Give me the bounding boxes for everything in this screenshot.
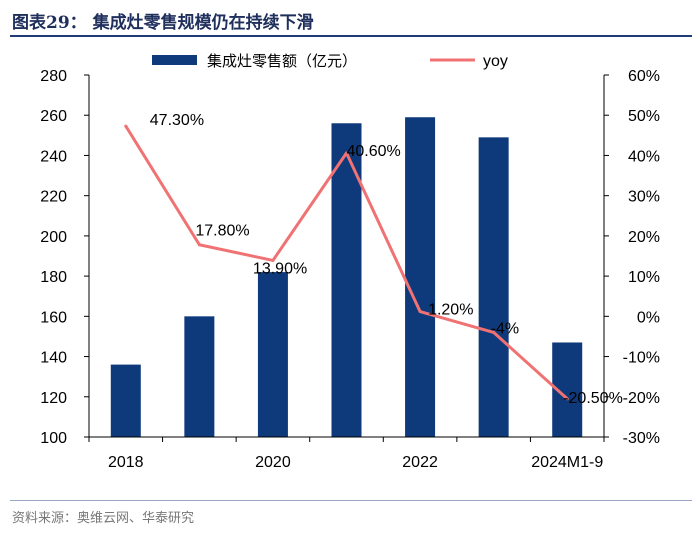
left-tick-label: 220 xyxy=(40,189,67,206)
left-tick-label: 260 xyxy=(40,108,67,125)
bar-2018 xyxy=(110,364,141,437)
yoy-point xyxy=(124,124,128,128)
left-tick-label: 180 xyxy=(40,269,67,286)
right-tick-label: 60% xyxy=(628,68,660,85)
left-tick-label: 100 xyxy=(40,430,67,447)
right-tick-label: 10% xyxy=(628,269,660,286)
left-tick-label: 200 xyxy=(40,229,67,246)
source-divider xyxy=(10,500,692,501)
yoy-point xyxy=(345,151,348,155)
left-tick-label: 240 xyxy=(40,148,67,165)
x-tick-label: 2024M1-9 xyxy=(531,454,603,471)
figure-title: 图表29： 集成灶零售规模仍在持续下滑 xyxy=(12,13,314,33)
yoy-point xyxy=(271,258,275,262)
yoy-data-label: 40.60% xyxy=(347,143,401,160)
right-tick-label: 0% xyxy=(637,309,660,326)
yoy-data-label: 1.20% xyxy=(428,302,473,319)
right-tick-label: 20% xyxy=(628,229,660,246)
left-tick-label: 140 xyxy=(40,350,67,367)
title-divider xyxy=(10,35,692,37)
x-tick-label: 2020 xyxy=(255,454,291,471)
right-tick-label: -30% xyxy=(623,430,660,447)
bar-2020 xyxy=(257,272,288,437)
x-tick-label: 2018 xyxy=(108,454,144,471)
left-tick-label: 280 xyxy=(40,68,67,85)
left-tick-label: 120 xyxy=(40,390,67,407)
yoy-point xyxy=(565,397,569,401)
yoy-data-label: -20.50% xyxy=(563,390,623,407)
x-tick-label: 2022 xyxy=(402,454,438,471)
yoy-data-label: 47.30% xyxy=(150,112,204,129)
bar-line-chart: 100 120 140 160 180 200 220 240 260 280 -30% -20% -1… xyxy=(40,53,660,471)
right-tick-label: -10% xyxy=(623,350,660,367)
legend-bar-label: 集成灶零售额（亿元） xyxy=(207,53,357,70)
legend-bar-swatch xyxy=(152,55,197,65)
right-tick-label: 40% xyxy=(628,148,660,165)
yoy-point xyxy=(492,330,496,334)
bar-2019 xyxy=(184,316,215,437)
yoy-data-label: -4% xyxy=(491,320,519,337)
bar-2023 xyxy=(478,137,509,437)
yoy-point xyxy=(197,243,201,247)
source-note: 资料来源：奥维云网、华泰研究 xyxy=(12,511,195,526)
bar-2022 xyxy=(405,117,436,437)
chart-legend: 集成灶零售额（亿元） yoy xyxy=(152,53,508,70)
yoy-data-label: 13.90% xyxy=(253,260,307,277)
yoy-data-label: 17.80% xyxy=(195,223,249,240)
legend-line-label: yoy xyxy=(483,53,508,70)
right-tick-label: 50% xyxy=(628,108,660,125)
right-tick-label: 30% xyxy=(628,189,660,206)
left-tick-label: 160 xyxy=(40,309,67,326)
right-tick-label: -20% xyxy=(623,390,660,407)
yoy-point xyxy=(418,310,422,314)
